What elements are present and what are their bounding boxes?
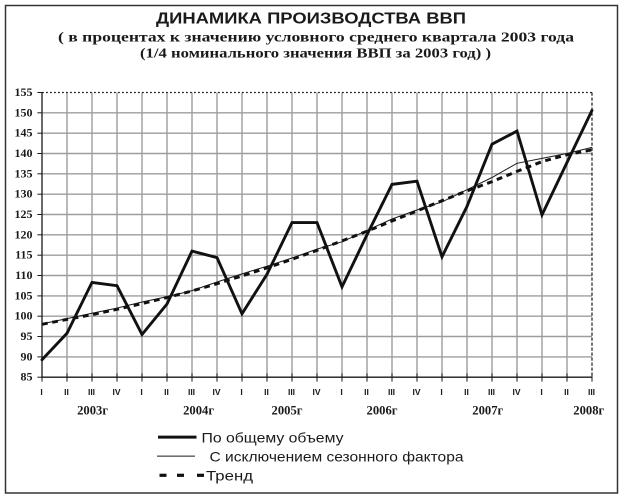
svg-text:ДИНАМИКА ПРОИЗВОДСТВА ВВП: ДИНАМИКА ПРОИЗВОДСТВА ВВП <box>156 11 466 28</box>
svg-text:I: I <box>340 387 342 397</box>
svg-text:85: 85 <box>21 370 33 384</box>
svg-text:120: 120 <box>15 227 33 241</box>
svg-text:115: 115 <box>15 248 32 262</box>
svg-text:II: II <box>564 387 569 397</box>
svg-text:I: I <box>440 387 442 397</box>
svg-text:II: II <box>464 387 469 397</box>
svg-text:100: 100 <box>15 309 33 323</box>
svg-text:IV: IV <box>512 387 520 397</box>
svg-text:155: 155 <box>15 85 33 99</box>
svg-text:2006г: 2006г <box>367 404 398 418</box>
svg-text:2004г: 2004г <box>183 404 214 418</box>
svg-text:2003г: 2003г <box>77 404 108 418</box>
svg-text:III: III <box>388 387 395 397</box>
svg-text:II: II <box>164 387 169 397</box>
svg-text:IV: IV <box>412 387 420 397</box>
svg-text:I: I <box>240 387 242 397</box>
svg-text:По общему объему: По общему объему <box>202 429 344 445</box>
svg-text:2007г: 2007г <box>472 404 503 418</box>
svg-text:III: III <box>88 387 95 397</box>
svg-text:I: I <box>540 387 542 397</box>
svg-text:110: 110 <box>15 268 32 282</box>
svg-text:135: 135 <box>15 166 33 180</box>
svg-text:IV: IV <box>112 387 120 397</box>
svg-text:140: 140 <box>15 146 33 160</box>
svg-text:С исключением сезонного фактор: С исключением сезонного фактора <box>210 448 464 464</box>
svg-text:III: III <box>588 387 595 397</box>
svg-text:Тренд: Тренд <box>206 467 253 483</box>
svg-text:III: III <box>288 387 295 397</box>
svg-text:III: III <box>488 387 495 397</box>
svg-text:IV: IV <box>212 387 220 397</box>
svg-text:130: 130 <box>15 187 33 201</box>
svg-text:IV: IV <box>312 387 320 397</box>
svg-text:90: 90 <box>21 349 33 363</box>
svg-text:III: III <box>188 387 195 397</box>
svg-text:( в процентах к значению услов: ( в процентах к значению условного средн… <box>58 31 574 46</box>
svg-text:2005г: 2005г <box>272 404 303 418</box>
svg-text:150: 150 <box>15 105 33 119</box>
svg-text:95: 95 <box>21 329 33 343</box>
svg-text:I: I <box>140 387 142 397</box>
svg-text:125: 125 <box>15 207 33 221</box>
svg-text:105: 105 <box>15 288 33 302</box>
svg-text:II: II <box>64 387 69 397</box>
svg-text:II: II <box>364 387 369 397</box>
svg-text:I: I <box>40 387 42 397</box>
svg-text:II: II <box>264 387 269 397</box>
svg-text:2008г: 2008г <box>573 404 604 418</box>
svg-text:145: 145 <box>15 126 33 140</box>
svg-text:(1/4 номинального значения ВВП: (1/4 номинального значения ВВП за 2003 г… <box>140 47 491 62</box>
